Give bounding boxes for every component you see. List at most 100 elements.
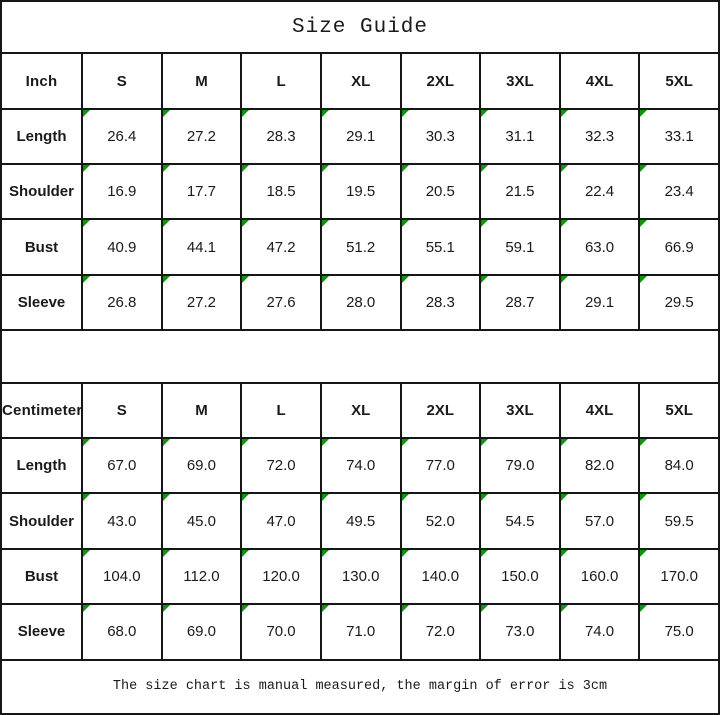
size-value: 43.0	[107, 512, 137, 530]
size-value-cell: 26.8	[81, 273, 163, 332]
green-corner-indicator-icon	[561, 221, 568, 228]
green-corner-indicator-icon	[641, 276, 648, 283]
size-value-cell: 57.0	[558, 492, 641, 550]
size-value: 140.0	[421, 567, 460, 585]
size-header-row: Inch S M L XL 2XL 3XL 4XL 5XL	[0, 52, 720, 110]
size-value: 66.9	[664, 238, 694, 256]
size-col-header-3xl: 3XL	[479, 381, 561, 440]
green-corner-indicator-icon	[243, 495, 250, 502]
green-corner-indicator-icon	[482, 221, 489, 228]
size-value-cell: 22.4	[558, 163, 641, 221]
green-corner-indicator-icon	[163, 495, 170, 502]
size-value-cell: 51.2	[319, 218, 402, 276]
green-corner-indicator-icon	[83, 166, 90, 173]
size-value: 26.4	[107, 127, 137, 145]
size-value: 27.6	[266, 294, 296, 312]
size-value-cell: 23.4	[638, 163, 720, 221]
size-value: 77.0	[425, 457, 455, 475]
unit-label: Centimeter	[0, 381, 83, 440]
green-corner-indicator-icon	[641, 166, 648, 173]
size-value: 160.0	[580, 567, 619, 585]
green-corner-indicator-icon	[561, 606, 568, 613]
size-value-cell: 130.0	[319, 547, 402, 606]
size-value-cell: 59.1	[479, 218, 561, 276]
size-value: 23.4	[664, 183, 694, 201]
size-value-cell: 69.0	[160, 603, 243, 661]
unit-label: Inch	[0, 52, 83, 110]
size-value: 55.1	[425, 238, 455, 256]
measurement-row-length: Length 26.4 27.2 28.3 29.1 30.3 31.1 32.3 33.1	[0, 107, 720, 166]
size-value: 75.0	[664, 623, 694, 641]
size-value-cell: 170.0	[638, 547, 720, 606]
green-corner-indicator-icon	[243, 166, 250, 173]
size-value-cell: 21.5	[479, 163, 561, 221]
size-value: 51.2	[346, 238, 376, 256]
size-value-cell: 74.0	[558, 603, 641, 661]
size-value-cell: 40.9	[81, 218, 163, 276]
size-col-header-m: M	[160, 52, 243, 110]
size-value-cell: 43.0	[81, 492, 163, 550]
green-corner-indicator-icon	[83, 221, 90, 228]
size-value: 47.2	[266, 238, 296, 256]
green-corner-indicator-icon	[402, 495, 409, 502]
size-value-cell: 31.1	[479, 107, 561, 166]
size-value-cell: 33.1	[638, 107, 720, 166]
size-col-header-s: S	[81, 52, 163, 110]
size-value: 112.0	[183, 567, 220, 585]
size-col-header-xl: XL	[319, 52, 402, 110]
green-corner-indicator-icon	[482, 495, 489, 502]
size-value: 17.7	[186, 183, 217, 201]
green-corner-indicator-icon	[402, 440, 409, 447]
size-value-cell: 112.0	[160, 547, 243, 606]
green-corner-indicator-icon	[163, 440, 170, 447]
green-corner-indicator-icon	[641, 221, 648, 228]
size-value: 74.0	[346, 457, 376, 475]
size-value: 170.0	[660, 567, 698, 585]
size-value: 59.5	[664, 512, 694, 530]
green-corner-indicator-icon	[83, 276, 90, 283]
green-corner-indicator-icon	[322, 606, 329, 613]
size-value: 63.0	[584, 238, 615, 256]
green-corner-indicator-icon	[163, 606, 170, 613]
green-corner-indicator-icon	[402, 606, 409, 613]
size-value-cell: 66.9	[638, 218, 720, 276]
size-value: 29.5	[664, 294, 694, 312]
title-row: Size Guide	[0, 0, 720, 55]
measure-row-label: Sleeve	[0, 273, 83, 332]
size-value-cell: 47.2	[240, 218, 322, 276]
size-value-cell: 59.5	[638, 492, 720, 550]
footer-section: The size chart is manual measured, the m…	[0, 658, 720, 715]
green-corner-indicator-icon	[482, 550, 489, 557]
size-value-cell: 75.0	[638, 603, 720, 661]
green-corner-indicator-icon	[83, 110, 90, 117]
size-value-cell: 16.9	[81, 163, 163, 221]
size-value: 40.9	[107, 238, 137, 256]
size-col-header-3xl: 3XL	[479, 52, 561, 110]
size-value: 150.0	[501, 567, 539, 585]
green-corner-indicator-icon	[322, 166, 329, 173]
measurement-row-sleeve: Sleeve 26.8 27.2 27.6 28.0 28.3 28.7 29.1 29.5	[0, 273, 720, 332]
size-value: 26.8	[107, 294, 137, 312]
size-value-cell: 63.0	[558, 218, 641, 276]
green-corner-indicator-icon	[163, 110, 170, 117]
green-corner-indicator-icon	[482, 166, 489, 173]
size-value-cell: 73.0	[479, 603, 561, 661]
green-corner-indicator-icon	[482, 110, 489, 117]
green-corner-indicator-icon	[482, 606, 489, 613]
size-value-cell: 79.0	[479, 437, 561, 495]
size-value: 68.0	[107, 623, 137, 641]
size-value-cell: 47.0	[240, 492, 322, 550]
size-header-row: Centimeter S M L XL 2XL 3XL 4XL 5XL	[0, 381, 720, 440]
measure-row-label: Bust	[0, 218, 83, 276]
size-value-cell: 120.0	[240, 547, 322, 606]
size-value-cell: 18.5	[240, 163, 322, 221]
size-value: 28.0	[346, 294, 376, 312]
size-value: 21.5	[505, 183, 535, 201]
size-value: 16.9	[107, 183, 137, 201]
size-value: 82.0	[584, 457, 615, 475]
green-corner-indicator-icon	[322, 495, 329, 502]
centimeter-table-body: Centimeter S M L XL 2XL 3XL 4XL 5XL Length 67.0 69.…	[0, 381, 720, 661]
size-value-cell: 27.2	[160, 107, 243, 166]
size-value-cell: 49.5	[319, 492, 402, 550]
